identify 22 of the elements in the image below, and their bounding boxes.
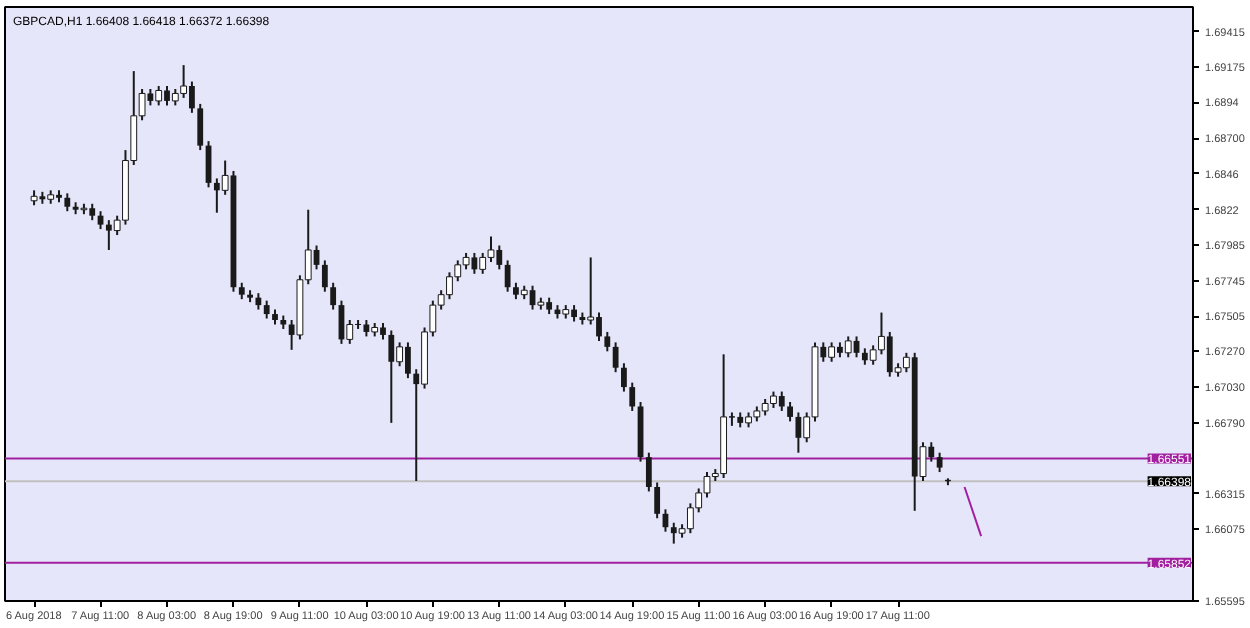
candlestick	[155, 85, 163, 107]
candlestick	[388, 329, 395, 424]
candlestick	[645, 451, 652, 493]
candlestick	[612, 341, 619, 374]
candlestick	[778, 390, 785, 412]
candlestick	[471, 251, 478, 275]
candlestick	[795, 411, 802, 454]
candlestick	[321, 259, 328, 293]
candlestick	[604, 330, 611, 353]
candlestick	[629, 381, 636, 412]
candlestick	[787, 401, 793, 423]
candlestick	[396, 341, 404, 368]
candlestick	[330, 281, 337, 311]
candlestick	[828, 341, 836, 363]
candlestick	[844, 335, 852, 359]
candlestick	[504, 259, 511, 293]
candlestick	[936, 451, 943, 474]
candlestick	[479, 251, 487, 275]
candlestick	[197, 102, 204, 152]
candlestick	[621, 362, 627, 393]
candlestick	[446, 271, 453, 301]
candlestick	[654, 481, 661, 520]
